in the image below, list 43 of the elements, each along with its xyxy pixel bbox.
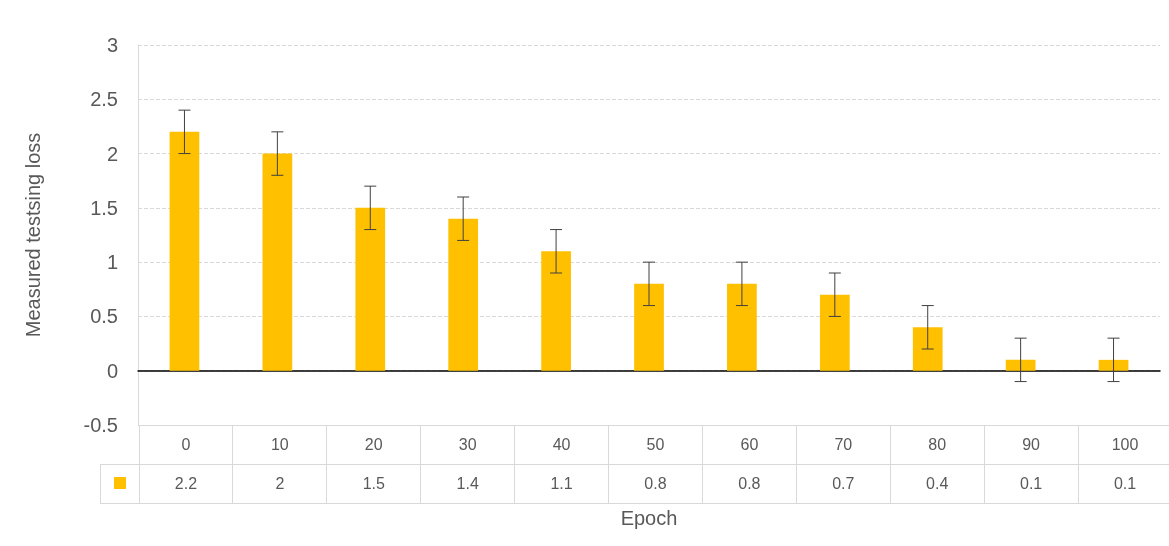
data-label: 2.2 xyxy=(139,464,233,504)
data-label: 1.4 xyxy=(420,464,515,504)
data-label: 0.8 xyxy=(702,464,797,504)
data-label: 2 xyxy=(232,464,327,504)
data-label: 0.4 xyxy=(890,464,985,504)
bar xyxy=(448,218,479,371)
x-tick-label: 30 xyxy=(420,425,515,465)
data-label: 0.8 xyxy=(608,464,703,504)
x-tick-label: 80 xyxy=(890,425,985,465)
data-label: 1.5 xyxy=(326,464,421,504)
x-tick-label: 0 xyxy=(139,425,233,465)
bar xyxy=(262,153,293,371)
y-tick-label: 1.5 xyxy=(90,196,118,219)
y-tick-label: 2 xyxy=(106,142,118,165)
x-tick-label: 70 xyxy=(796,425,891,465)
y-tick-label: 0 xyxy=(106,359,118,382)
bar xyxy=(634,283,664,371)
data-label: 1.1 xyxy=(514,464,609,504)
data-label: 0.7 xyxy=(796,464,891,504)
data-label: 0.1 xyxy=(984,464,1079,504)
x-tick-label: 40 xyxy=(514,425,609,465)
x-tick-label: 20 xyxy=(326,425,421,465)
y-tick-label: -0.5 xyxy=(83,414,118,436)
x-tick-label: 50 xyxy=(608,425,703,465)
y-tick-label: 1 xyxy=(106,251,118,274)
bar xyxy=(727,283,757,371)
y-tick-label: 2.5 xyxy=(90,88,118,111)
bar xyxy=(1005,359,1036,371)
data-label: 0.1 xyxy=(1078,464,1169,504)
y-tick-label: 3 xyxy=(106,34,118,56)
x-tick-label: 90 xyxy=(984,425,1079,465)
y-axis-title: Measured testsing loss xyxy=(22,132,44,338)
x-tick-label: 100 xyxy=(1078,425,1169,465)
bar xyxy=(1098,359,1129,371)
x-tick-label: 60 xyxy=(702,425,797,465)
y-tick-label: 0.5 xyxy=(90,305,118,328)
bar xyxy=(541,251,571,371)
bar xyxy=(819,294,850,371)
x-tick-label: 10 xyxy=(232,425,327,465)
bar xyxy=(355,207,386,371)
bar xyxy=(169,131,200,371)
bar xyxy=(912,327,943,371)
x-axis-title: Epoch xyxy=(619,507,679,530)
